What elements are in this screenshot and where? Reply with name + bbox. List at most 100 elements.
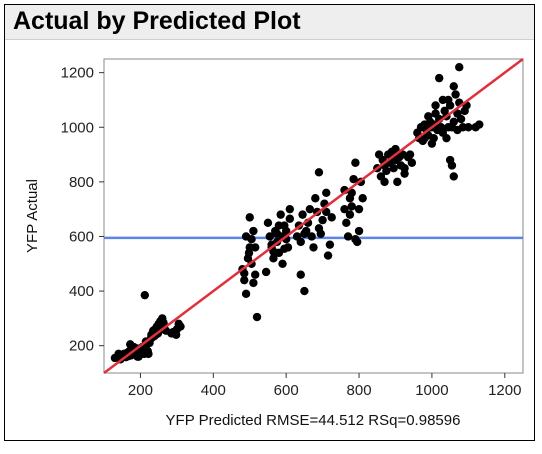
data-point — [451, 90, 460, 99]
data-point — [325, 240, 335, 249]
data-point — [285, 214, 295, 223]
data-point — [269, 254, 278, 263]
x-tick-label: 600 — [274, 382, 299, 399]
data-point — [391, 144, 400, 154]
x-tick-label: 1200 — [488, 382, 521, 399]
data-point — [442, 133, 451, 143]
data-point — [247, 235, 256, 244]
data-point — [323, 251, 333, 260]
data-point — [251, 270, 260, 279]
data-point — [380, 177, 389, 187]
axis-ticks: 200 400 600 800 1000 1200 200 400 600 800 1000 1200 — [61, 65, 522, 399]
data-point — [444, 123, 453, 132]
data-point — [241, 289, 251, 299]
data-point — [449, 172, 458, 181]
data-point — [349, 174, 358, 184]
data-point — [354, 226, 364, 236]
x-tick-label: 200 — [128, 382, 153, 399]
data-point — [176, 322, 185, 331]
x-tick-label: 800 — [347, 382, 372, 399]
y-tick-label: 200 — [69, 338, 94, 355]
data-point — [159, 318, 168, 327]
fit-line — [103, 57, 524, 375]
data-point — [343, 232, 353, 241]
data-point — [455, 62, 464, 72]
data-point — [456, 114, 466, 124]
data-point — [358, 194, 367, 203]
data-point — [251, 243, 260, 252]
data-point — [280, 244, 289, 253]
data-point — [316, 229, 325, 238]
data-point — [114, 349, 123, 359]
data-point — [140, 290, 150, 300]
y-tick-label: 1200 — [61, 65, 94, 82]
data-point — [309, 243, 318, 252]
chart-title: Actual by Predicted Plot — [13, 7, 301, 35]
data-point — [424, 112, 433, 121]
data-point — [249, 278, 258, 288]
data-point — [272, 229, 282, 238]
data-point — [298, 210, 307, 219]
data-point — [240, 269, 249, 278]
data-point — [340, 204, 349, 214]
x-tick-label: 1000 — [415, 382, 448, 399]
y-tick-label: 600 — [69, 228, 94, 245]
y-tick-label: 1000 — [61, 119, 94, 136]
data-point — [307, 232, 316, 241]
y-axis-label: YFP Actual — [24, 179, 41, 253]
data-point — [269, 247, 278, 256]
data-point — [276, 210, 285, 219]
data-point — [351, 158, 360, 167]
data-point — [427, 139, 437, 148]
data-point — [449, 117, 458, 127]
data-point — [438, 95, 448, 105]
data-point — [475, 120, 484, 129]
data-point — [382, 166, 391, 176]
data-point — [445, 101, 455, 110]
data-point — [449, 82, 458, 91]
data-point — [311, 194, 320, 203]
data-point — [318, 215, 327, 225]
data-point — [133, 352, 142, 361]
data-point — [354, 204, 364, 214]
data-point — [252, 312, 262, 322]
data-point — [322, 207, 331, 217]
data-point — [345, 210, 355, 219]
data-point — [464, 123, 473, 132]
data-point — [263, 218, 273, 228]
x-tick-label: 400 — [201, 382, 226, 399]
x-axis-label: YFP Predicted RMSE=44.512 RSq=0.98596 — [166, 412, 461, 429]
data-point — [327, 213, 336, 222]
data-point — [274, 221, 284, 230]
data-point — [405, 150, 415, 159]
data-point — [144, 349, 153, 359]
data-point — [285, 204, 295, 214]
data-point — [389, 164, 398, 173]
data-point — [347, 202, 356, 211]
data-point — [296, 237, 305, 247]
data-point — [171, 330, 181, 339]
data-point — [322, 188, 331, 197]
data-point — [244, 248, 254, 258]
data-point — [300, 286, 309, 296]
data-point — [245, 213, 254, 222]
data-point — [305, 204, 315, 214]
data-point — [265, 232, 274, 241]
data-point — [314, 168, 324, 177]
data-point — [240, 275, 249, 285]
data-point — [435, 73, 444, 83]
data-point — [431, 101, 440, 110]
data-point — [453, 125, 462, 135]
data-point — [407, 158, 417, 167]
data-point — [281, 226, 291, 236]
data-point — [400, 169, 409, 178]
title-bar: Actual by Predicted Plot — [5, 5, 534, 40]
data-point — [278, 259, 287, 268]
data-point — [347, 188, 356, 197]
data-point — [447, 161, 457, 170]
data-point — [342, 218, 351, 228]
data-point — [300, 229, 309, 238]
data-point — [393, 177, 402, 187]
data-point — [420, 133, 429, 143]
